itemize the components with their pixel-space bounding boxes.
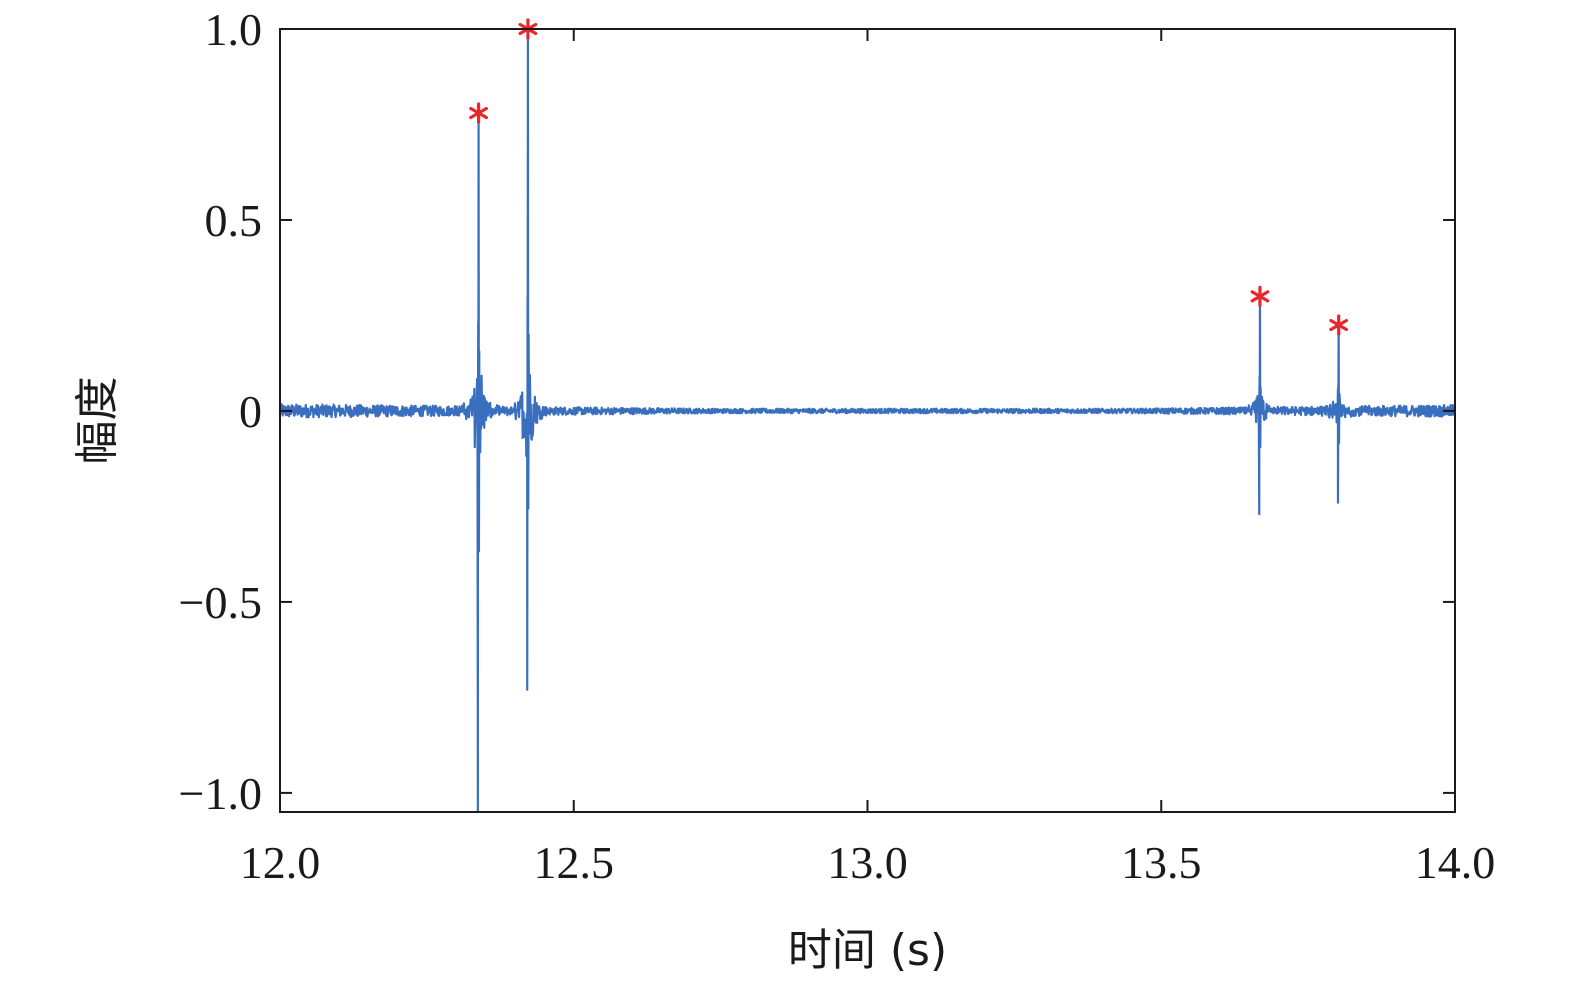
peak-marker-group xyxy=(469,18,1349,336)
y-tick-label: 0 xyxy=(239,386,262,437)
x-axis-label: 时间 (s) xyxy=(788,925,947,976)
x-tick-label: 13.0 xyxy=(827,837,908,888)
axis-ticks-group: 12.0 12.5 13.0 13.5 14.0 1.0 0.5 0 −0.5 −1.0 xyxy=(179,4,1496,888)
plot-frame xyxy=(279,28,1456,813)
x-tick-label: 12.0 xyxy=(240,837,321,888)
x-tick-label: 12.5 xyxy=(534,837,615,888)
y-tick-label: −1.0 xyxy=(179,768,262,819)
y-tick-label: −0.5 xyxy=(179,577,262,628)
peak-marker-asterisk xyxy=(469,102,488,124)
peak-marker-asterisk xyxy=(1329,314,1349,336)
signal-line xyxy=(278,27,1457,814)
signal-trace-group xyxy=(278,27,1457,814)
x-tick-label: 13.5 xyxy=(1121,837,1202,888)
y-tick-label: 1.0 xyxy=(205,4,263,55)
x-tick-label: 14.0 xyxy=(1415,837,1496,888)
y-axis-label: 幅度 xyxy=(72,377,123,465)
peak-marker-asterisk xyxy=(1250,285,1270,307)
y-tick-label: 0.5 xyxy=(205,195,263,246)
